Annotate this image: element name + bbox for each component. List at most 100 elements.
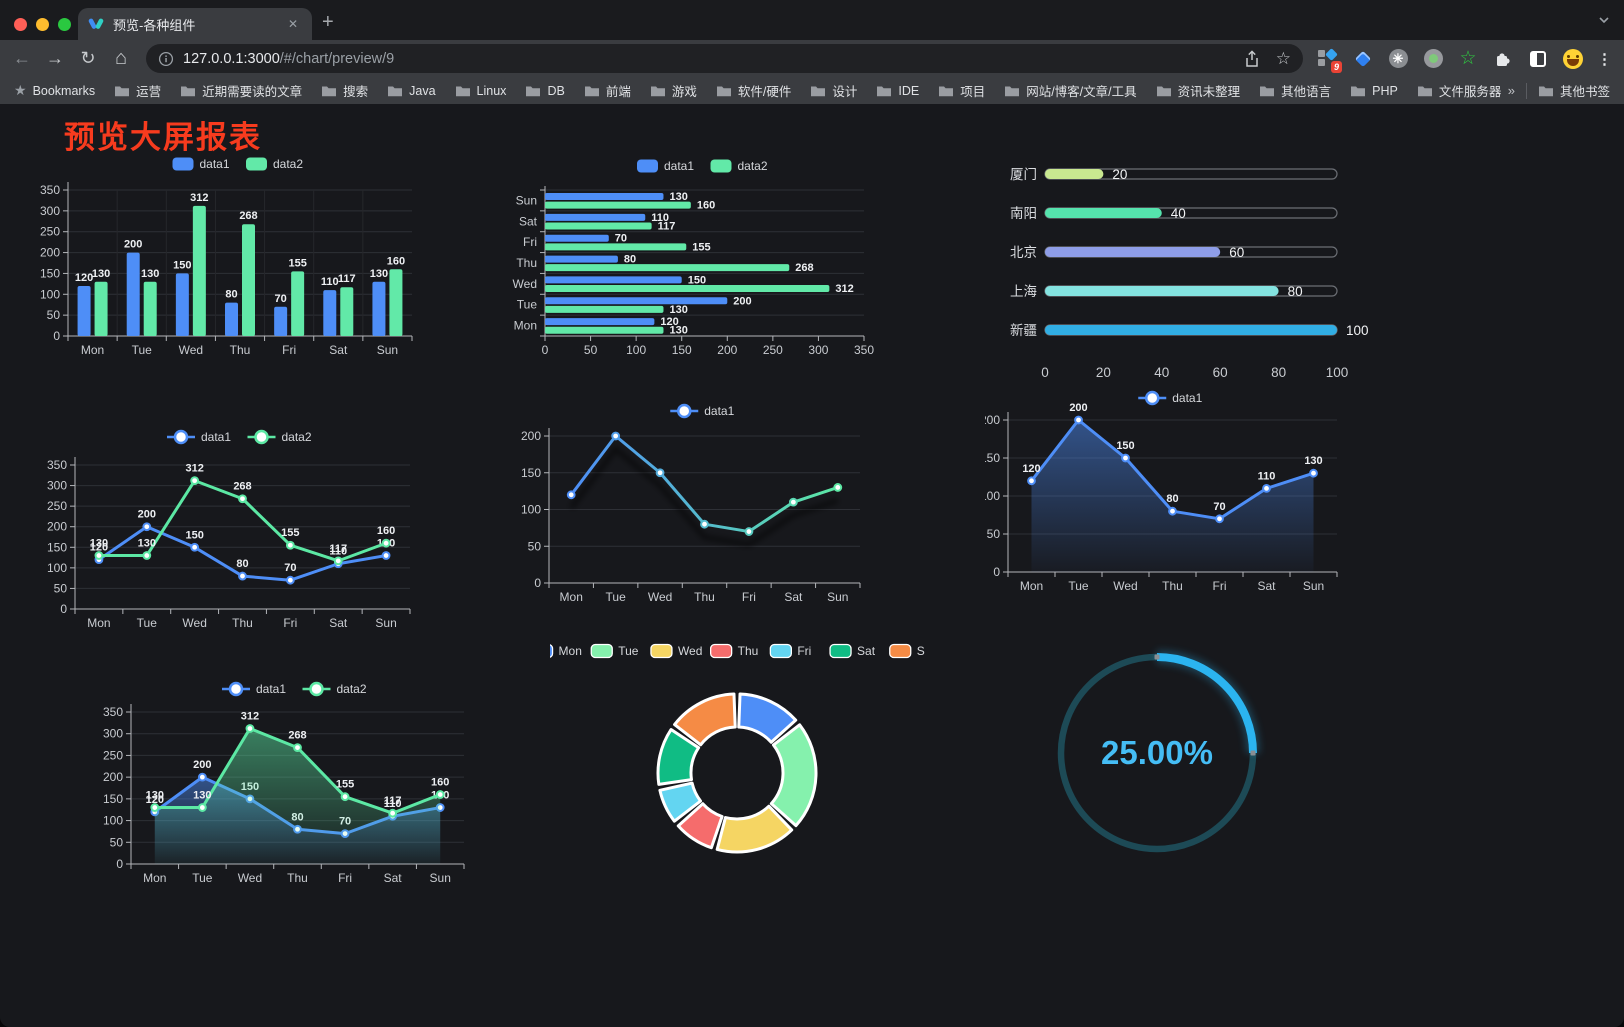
svg-text:120: 120: [146, 794, 164, 806]
extension-star-icon[interactable]: ☆: [1459, 48, 1477, 69]
bookmark-item[interactable]: 文件服务器: [1417, 81, 1501, 100]
svg-text:Thu: Thu: [287, 871, 308, 885]
chart-canvas: 0 50 100 150 200 250 300 350 Mon Tue Wed Thu Fri Sat S…: [40, 157, 413, 357]
folder-icon: [1156, 86, 1171, 97]
svg-text:Mon: Mon: [87, 616, 110, 630]
traffic-lights[interactable]: [14, 18, 71, 31]
bookmark-item[interactable]: Linux: [455, 84, 506, 98]
maximize-window-button[interactable]: [58, 18, 71, 31]
svg-text:0: 0: [1041, 365, 1049, 380]
svg-text:150: 150: [103, 792, 123, 806]
bookmark-item[interactable]: 搜索: [321, 81, 368, 100]
svg-text:厦门: 厦门: [1010, 167, 1037, 182]
bookmark-item[interactable]: 游戏: [650, 81, 697, 100]
bookmark-item[interactable]: 项目: [938, 81, 985, 100]
svg-text:data2: data2: [282, 430, 312, 444]
svg-text:130: 130: [146, 790, 164, 802]
svg-text:80: 80: [624, 254, 636, 266]
svg-text:268: 268: [233, 481, 251, 493]
tab-search-chevron-icon[interactable]: [1598, 16, 1610, 24]
svg-text:268: 268: [795, 262, 813, 274]
svg-text:200: 200: [103, 770, 123, 784]
star-icon: ★: [14, 82, 27, 98]
bookmark-item[interactable]: PHP: [1350, 84, 1398, 98]
svg-text:Wed: Wed: [648, 590, 672, 604]
bookmarks-overflow-chevron[interactable]: »: [1507, 83, 1515, 98]
bookmark-item[interactable]: 运营: [114, 81, 161, 100]
svg-text:155: 155: [336, 779, 354, 791]
extension-grid-icon[interactable]: 9: [1317, 47, 1342, 73]
browser-tab[interactable]: 预览-各种组件 ✕: [78, 8, 312, 40]
svg-text:Mon: Mon: [81, 343, 104, 357]
bookmark-item[interactable]: IDE: [876, 84, 919, 98]
svg-text:data1: data1: [256, 682, 286, 696]
close-window-button[interactable]: [14, 18, 27, 31]
svg-text:150: 150: [688, 274, 706, 286]
folder-icon: [1260, 86, 1275, 97]
chart-canvas: 25.00%: [1054, 650, 1260, 856]
svg-text:Sun: Sun: [377, 343, 398, 357]
svg-text:200: 200: [138, 509, 156, 521]
extensions-puzzle-icon[interactable]: [1492, 48, 1514, 70]
bookmark-item[interactable]: 前端: [584, 81, 631, 100]
chart-line-gradient: 0 50 100 150 200 Mon Tue Wed Thu Fri Sat Sun data1: [500, 388, 900, 612]
bookmark-item[interactable]: 网站/博客/文章/工具: [1004, 81, 1137, 100]
svg-text:100: 100: [47, 561, 67, 575]
extension-record-icon[interactable]: [1422, 48, 1444, 70]
forward-icon[interactable]: →: [46, 48, 64, 68]
folder-icon: [811, 86, 826, 97]
other-bookmarks[interactable]: 其他书签: [1538, 81, 1610, 100]
url-text[interactable]: 127.0.0.1:3000/#/chart/preview/9: [183, 51, 394, 67]
svg-text:130: 130: [669, 325, 687, 337]
share-icon[interactable]: [1244, 49, 1260, 68]
bookmark-star-icon[interactable]: ☆: [1275, 49, 1291, 68]
profile-avatar[interactable]: [1562, 48, 1584, 70]
svg-text:117: 117: [658, 220, 676, 232]
svg-text:20: 20: [1112, 167, 1127, 182]
bookmark-item[interactable]: DB: [525, 84, 565, 98]
bookmark-item[interactable]: 软件/硬件: [716, 81, 791, 100]
home-icon[interactable]: ⌂: [114, 47, 128, 69]
svg-text:70: 70: [1213, 501, 1225, 513]
menu-dots-icon[interactable]: ⋮: [1597, 50, 1612, 68]
svg-text:300: 300: [808, 343, 828, 357]
folder-icon: [1351, 86, 1366, 97]
folder-icon: [181, 86, 196, 97]
svg-text:312: 312: [241, 711, 259, 723]
svg-text:200: 200: [717, 343, 737, 357]
svg-text:110: 110: [329, 546, 347, 558]
svg-text:130: 130: [138, 538, 156, 550]
svg-text:117: 117: [384, 795, 402, 807]
chart-canvas: 0 50 100 150 200 250 300 350 Mon Tue Wed Thu Fri Sat S…: [47, 429, 411, 630]
folder-icon: [1005, 86, 1020, 97]
bookmark-item[interactable]: 资讯未整理: [1156, 81, 1240, 100]
svg-text:110: 110: [321, 276, 339, 288]
svg-text:155: 155: [692, 241, 710, 253]
address-bar[interactable]: 127.0.0.1:3000/#/chart/preview/9 ☆: [146, 44, 1303, 73]
svg-text:100: 100: [103, 814, 123, 828]
bookmark-item[interactable]: 近期需要读的文章: [180, 81, 302, 100]
svg-text:Fri: Fri: [1213, 579, 1227, 593]
svg-text:Sat: Sat: [857, 644, 876, 658]
bookmark-item[interactable]: 其他语言: [1259, 81, 1331, 100]
extension-gem-icon[interactable]: [1352, 48, 1374, 70]
svg-text:120: 120: [90, 542, 108, 554]
site-info-icon[interactable]: [158, 51, 174, 67]
extension-frame-icon[interactable]: [1527, 48, 1549, 70]
svg-text:300: 300: [40, 204, 60, 218]
back-icon[interactable]: ←: [13, 48, 31, 68]
svg-text:150: 150: [672, 343, 692, 357]
new-tab-button[interactable]: +: [322, 11, 334, 33]
url-path: /#/chart/preview/9: [279, 50, 395, 67]
bookmarks-root[interactable]: ★ Bookmarks: [14, 82, 95, 99]
bookmark-item[interactable]: Java: [387, 84, 436, 98]
svg-text:155: 155: [288, 257, 306, 269]
tab-close-icon[interactable]: ✕: [287, 17, 298, 31]
folder-icon: [650, 86, 665, 97]
svg-text:120: 120: [75, 272, 93, 284]
extension-command-icon[interactable]: ✳: [1387, 48, 1409, 70]
svg-text:0: 0: [993, 565, 1000, 579]
reload-icon[interactable]: ↻: [80, 48, 96, 68]
minimize-window-button[interactable]: [36, 18, 49, 31]
bookmark-item[interactable]: 设计: [810, 81, 857, 100]
